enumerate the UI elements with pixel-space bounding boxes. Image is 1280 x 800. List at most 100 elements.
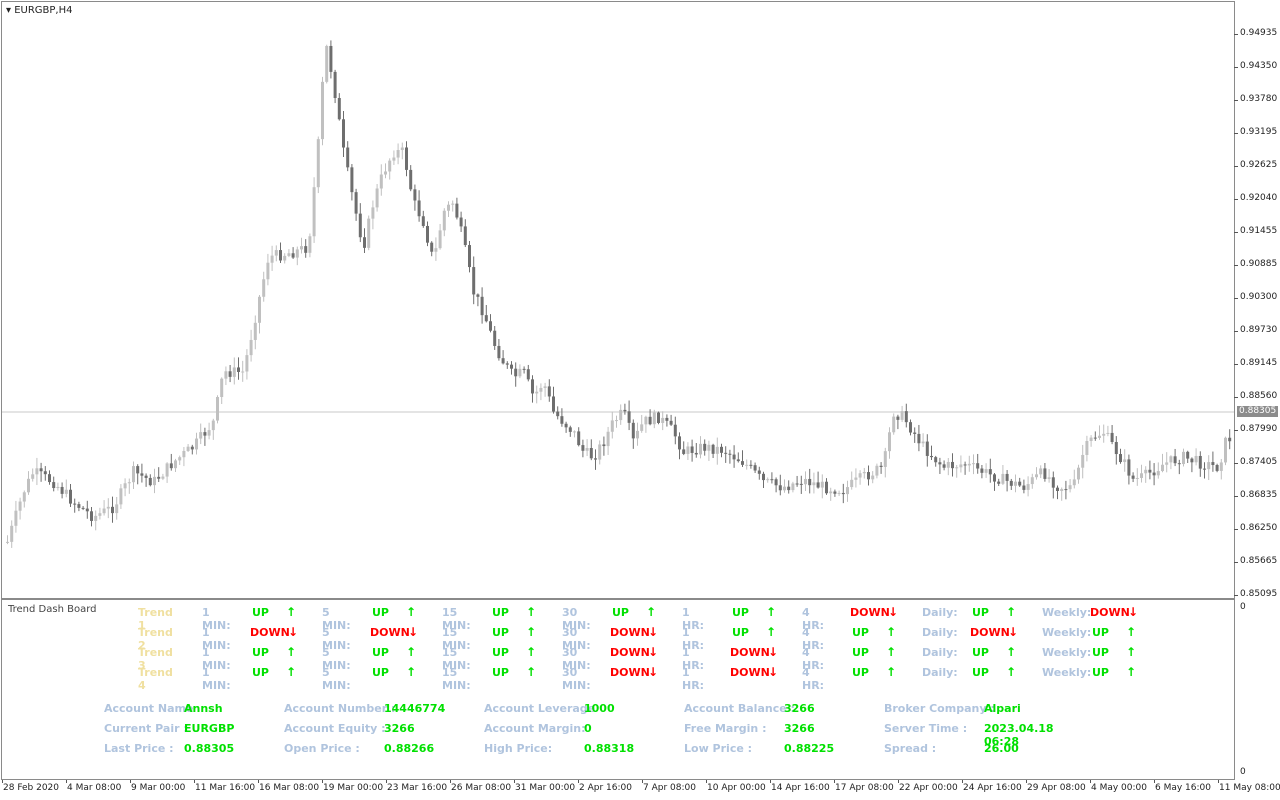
candle [573, 430, 576, 438]
price-tick-mark [1234, 562, 1238, 563]
candle [283, 253, 287, 264]
candle [951, 453, 954, 477]
candle [1190, 457, 1194, 473]
timeframe-label: 30 MIN: [562, 626, 591, 652]
candle [816, 471, 820, 489]
candle [123, 478, 127, 497]
price-tick-mark [1234, 331, 1238, 332]
candle [879, 462, 883, 474]
candle [854, 468, 858, 488]
candle [627, 400, 631, 431]
candle [56, 482, 60, 491]
account-field: Last Price : 0.88305 [104, 742, 234, 755]
price-axis[interactable]: 0.94935 0.94350 0.93780 0.93195 0.92625 0.920… [1234, 0, 1280, 600]
candle [199, 423, 203, 445]
price-tick-label: 0.94350 [1240, 61, 1278, 71]
candle [392, 150, 396, 165]
candle [606, 426, 610, 455]
time-tick-mark [322, 780, 323, 783]
candle [510, 361, 513, 375]
time-tick-mark [1026, 780, 1027, 783]
candle [438, 223, 442, 250]
candle [186, 444, 190, 452]
candle [216, 395, 219, 424]
time-tick-mark [1090, 780, 1091, 783]
account-field-label: Account Equity : [284, 722, 386, 735]
time-tick-label: 28 Feb 2020 [3, 783, 60, 793]
candle [409, 165, 413, 192]
candle [232, 357, 236, 385]
candle [384, 163, 387, 179]
candle [442, 208, 446, 237]
timeframe-label: 15 MIN: [442, 606, 471, 632]
candle [148, 474, 152, 487]
arrow-down-icon: ↓ [1128, 605, 1139, 619]
time-tick-mark [2, 780, 3, 783]
arrow-down-icon: ↓ [648, 625, 659, 639]
symbol-label: EURGBP,H4 [14, 5, 73, 16]
candle [543, 382, 547, 397]
candle [476, 293, 480, 307]
price-tick-label: 0.86835 [1240, 490, 1278, 500]
price-chart[interactable]: ▾ EURGBP,H4 [1, 1, 1235, 599]
candle [31, 468, 35, 482]
candle [984, 463, 988, 478]
candle [367, 215, 371, 251]
candle [1056, 485, 1059, 500]
candle [325, 44, 329, 84]
candle [577, 427, 581, 447]
candle [833, 489, 837, 497]
candle [1215, 463, 1219, 473]
candle [673, 416, 677, 445]
time-axis[interactable]: 28 Feb 2020 4 Mar 08:00 9 Mar 00:00 11 Mar … [0, 780, 1280, 800]
time-tick-mark [66, 780, 67, 783]
candle [904, 403, 908, 428]
candle [703, 439, 707, 456]
candle [959, 455, 963, 473]
price-tick-mark [1234, 595, 1238, 596]
price-tick-label: 0.91455 [1240, 226, 1278, 236]
arrow-down-icon: ↓ [888, 605, 899, 619]
candle [329, 40, 333, 79]
price-tick-mark [1234, 496, 1238, 497]
time-tick-mark [194, 780, 195, 783]
candle [1203, 462, 1206, 479]
indicator-title: Trend Dash Board [8, 604, 97, 615]
candle [346, 141, 350, 172]
candle [938, 457, 942, 474]
arrow-down-icon: ↓ [1008, 625, 1019, 639]
candle [480, 287, 484, 324]
time-tick-label: 4 May 00:00 [1091, 783, 1147, 793]
candle [728, 449, 732, 464]
candle [1102, 424, 1106, 443]
timeframe-label: 1 HR: [682, 646, 705, 672]
candle [1110, 425, 1114, 445]
candle [1035, 467, 1038, 480]
timeframe-label: Daily: [922, 606, 958, 619]
candle [661, 411, 665, 431]
candle [1228, 429, 1232, 450]
candle [14, 500, 18, 533]
candle [102, 500, 106, 516]
candle [60, 482, 64, 499]
trend-direction: UP [972, 606, 989, 619]
time-tick-label: 7 Apr 08:00 [643, 783, 696, 793]
arrow-up-icon: ↑ [286, 605, 297, 619]
price-tick-label: 0.92040 [1240, 193, 1278, 203]
timeframe-label: 1 HR: [682, 626, 705, 652]
account-field: Spread : 26.00 [884, 742, 1019, 755]
candle [136, 464, 140, 485]
candle [27, 471, 30, 495]
candle [1068, 478, 1072, 493]
time-tick-label: 6 May 16:00 [1155, 783, 1211, 793]
candle [766, 477, 770, 483]
candle [909, 419, 912, 436]
timeframe-label: 30 MIN: [562, 666, 591, 692]
candle [207, 422, 211, 440]
account-field-label: Open Price : [284, 742, 360, 755]
candle [157, 467, 161, 483]
arrow-up-icon: ↑ [526, 645, 537, 659]
price-tick-label: 0.90885 [1240, 259, 1278, 269]
candle [535, 385, 539, 404]
price-tick-mark [1234, 397, 1238, 398]
